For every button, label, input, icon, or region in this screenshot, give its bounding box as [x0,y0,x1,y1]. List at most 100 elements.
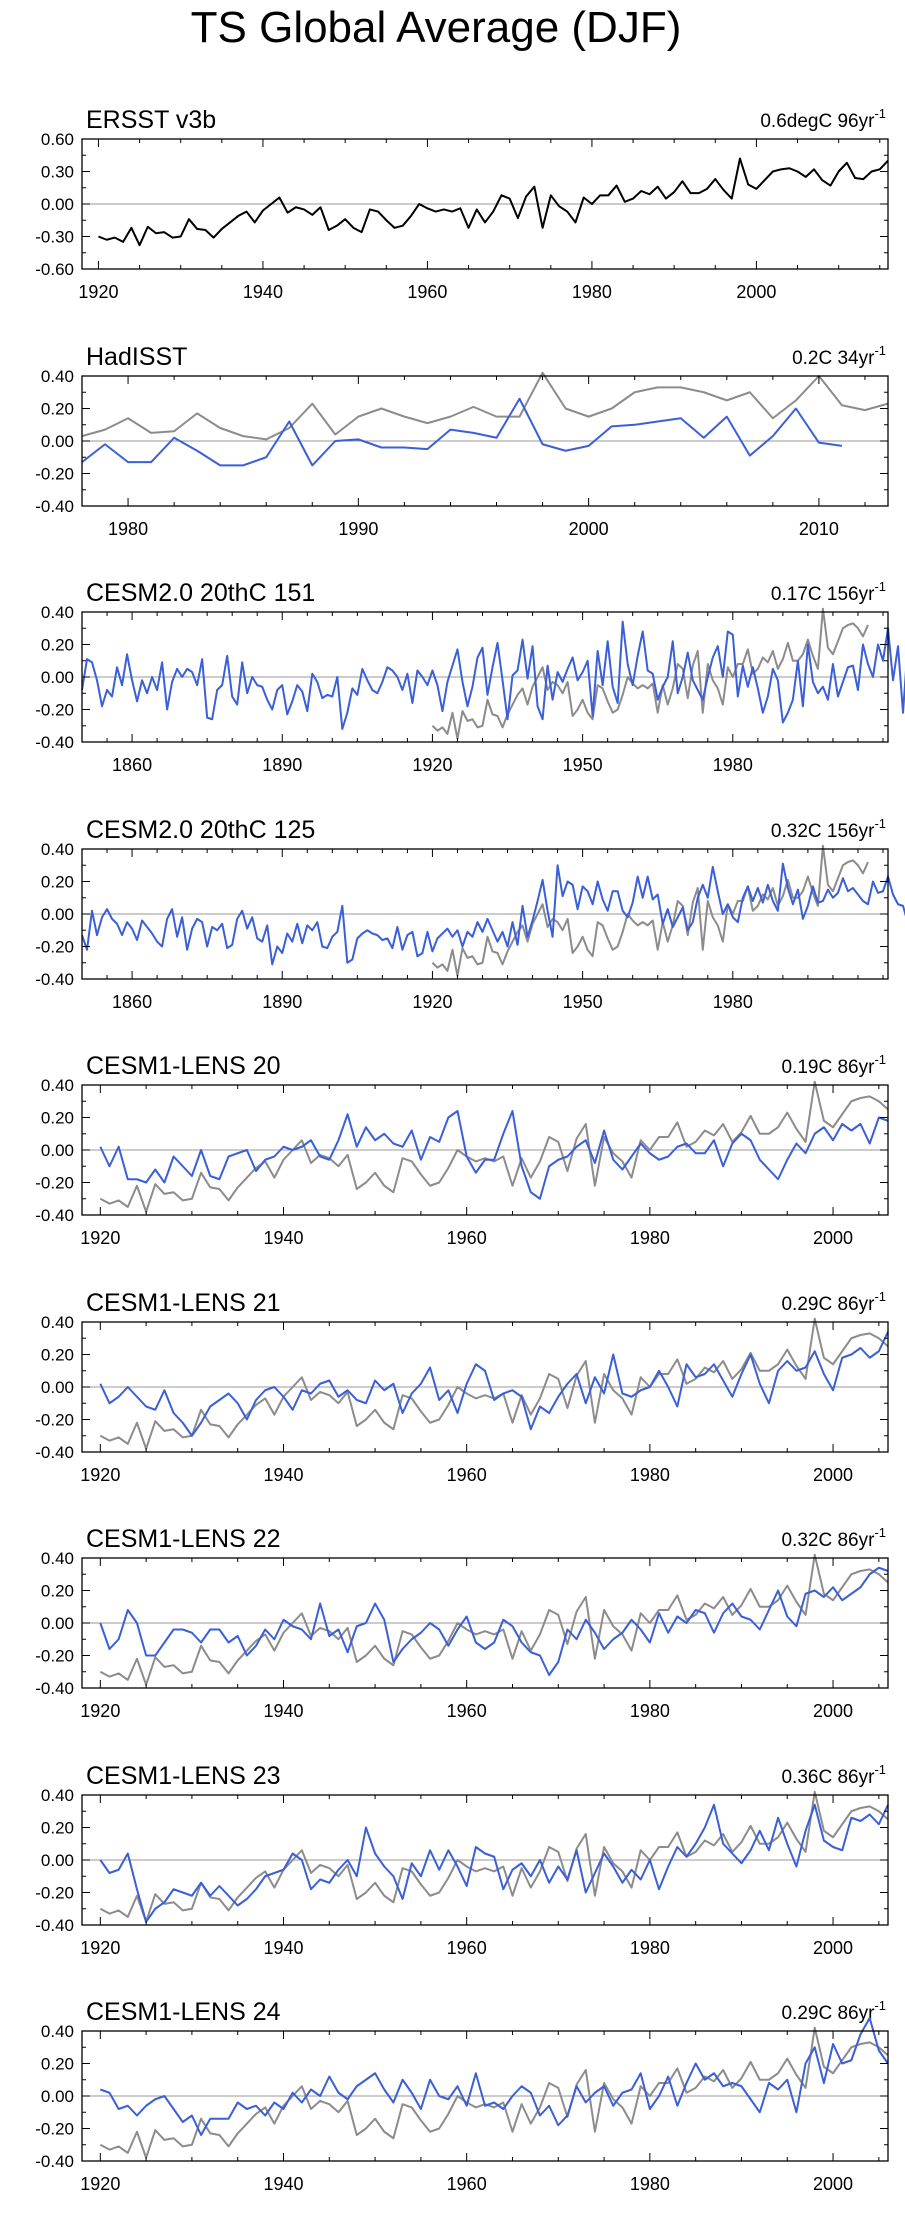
x-tick-label: 1920 [80,1465,120,1485]
series-line-reference [99,2026,889,2159]
page-title: TS Global Average (DJF) [191,3,682,52]
trend-value: 0.36C 86yr [781,1767,875,1788]
trend-exponent: -1 [874,1762,886,1777]
panel-5: CESM1-LENS 20 0.19C 86yr-1 0.40 0.20 0.00 -0.… [35,1052,889,1248]
panel-9: CESM1-LENS 24 0.29C 86yr-1 0.40 0.20 0.00 -0.… [35,1998,889,2194]
x-tick-label: 1920 [412,992,452,1012]
trend-exponent: -1 [874,106,886,121]
y-tick-label: -0.40 [35,497,74,516]
y-tick-label: -0.60 [35,260,74,279]
series-line-model [99,1566,889,1676]
y-tick-label: -0.40 [35,1206,74,1225]
x-tick-label: 1940 [263,1701,303,1721]
y-tick-label: 0.00 [41,1614,74,1633]
series-line-reference [99,1080,889,1213]
y-tick-label: 0.20 [41,2055,74,2074]
trend-exponent: -1 [874,816,886,831]
panel-2: HadISST 0.2C 34yr-1 0.40 0.20 0.00 -0.20 -0.40… [35,343,889,539]
y-tick-label: -0.20 [35,465,74,484]
panel-6: CESM1-LENS 21 0.29C 86yr-1 0.40 0.20 0.00 -0.… [35,1289,889,1485]
series-line-reference [99,1317,889,1450]
x-tick-label: 1960 [407,282,447,302]
x-tick-label: 1940 [243,282,283,302]
y-tick-label: -0.40 [35,1916,74,1935]
x-tick-label: 1980 [630,1938,670,1958]
trend-value: 0.2C 34yr [792,348,875,369]
series-line-model [81,620,905,730]
trend-exponent: -1 [874,1289,886,1304]
x-tick-label: 2000 [736,282,776,302]
panel-4: CESM2.0 20thC 125 0.32C 156yr-1 0.40 0.20 0.… [35,816,905,1012]
y-tick-label: 0.20 [41,400,74,419]
x-tick-label: 1960 [447,1465,487,1485]
panel-label: ERSST v3b [86,106,216,134]
x-tick-label: 1980 [713,992,753,1012]
panel-3: CESM2.0 20thC 151 0.17C 156yr-1 0.40 0.20 0.… [35,579,905,775]
series-line-reference [81,371,889,441]
y-tick-label: 0.00 [41,668,74,687]
trend-annotation: 0.6degC 96yr-1 [760,106,886,132]
y-tick-label: -0.20 [35,2120,74,2139]
x-tick-label: 2000 [569,519,609,539]
x-tick-label: 1950 [563,992,603,1012]
y-tick-label: -0.40 [35,2152,74,2171]
x-tick-label: 1920 [80,1228,120,1248]
series-line-reference [99,1553,889,1686]
x-tick-label: 1960 [447,1938,487,1958]
panels: ERSST v3b 0.6degC 96yr-10.600.300.00-0.30… [35,106,905,2194]
series-line-model [99,2017,889,2136]
y-tick-label: 0.40 [41,1313,74,1332]
trend-annotation: 0.32C 86yr-1 [781,1525,886,1551]
trend-value: 0.19C 86yr [781,1057,875,1078]
x-tick-label: 1990 [338,519,378,539]
x-tick-label: 1920 [80,1938,120,1958]
x-tick-label: 1950 [563,755,603,775]
x-tick-label: 1940 [263,1228,303,1248]
x-tick-label: 1980 [630,1228,670,1248]
panel-label: CESM2.0 20thC 125 [86,816,315,844]
y-tick-label: 0.20 [41,1346,74,1365]
trend-exponent: -1 [874,1525,886,1540]
panel-label: CESM1-LENS 22 [86,1525,281,1553]
x-tick-label: 1960 [447,2174,487,2194]
trend-annotation: 0.2C 34yr-1 [792,343,886,369]
x-tick-label: 1940 [263,1938,303,1958]
y-tick-label: 0.40 [41,1786,74,1805]
x-tick-label: 1980 [108,519,148,539]
x-tick-label: 2000 [813,2174,853,2194]
y-tick-label: -0.40 [35,733,74,752]
series-line-obs [98,157,889,247]
x-tick-label: 1940 [263,1465,303,1485]
panel-label: CESM1-LENS 24 [86,1998,281,2026]
trend-value: 0.29C 86yr [781,1294,875,1315]
y-tick-label: 0.40 [41,840,74,859]
x-tick-label: 1920 [80,2174,120,2194]
x-tick-label: 2010 [799,519,839,539]
y-tick-label: 0.20 [41,1109,74,1128]
series-line-model [99,1803,889,1923]
trend-exponent: -1 [874,1998,886,2013]
y-tick-label: -0.20 [35,1884,74,1903]
series-line-model [99,1331,889,1437]
panel-label: CESM1-LENS 20 [86,1052,281,1080]
x-tick-label: 1890 [262,755,302,775]
panel-1: ERSST v3b 0.6degC 96yr-1 0.60 0.30 0.00 -0.30… [35,106,889,302]
panel-label: CESM2.0 20thC 151 [86,579,315,607]
trend-value: 0.6degC 96yr [760,111,875,132]
trend-exponent: -1 [874,343,886,358]
trend-exponent: -1 [874,579,886,594]
y-tick-label: 0.00 [41,2087,74,2106]
x-tick-label: 1920 [412,755,452,775]
trend-value: 0.29C 86yr [781,2003,875,2024]
x-tick-label: 1860 [112,755,152,775]
y-tick-label: -0.40 [35,970,74,989]
panel-label: CESM1-LENS 21 [86,1289,281,1317]
x-tick-label: 2000 [813,1465,853,1485]
y-tick-label: 0.40 [41,1549,74,1568]
y-tick-label: -0.40 [35,1443,74,1462]
series-line-model [99,1110,889,1200]
panel-8: CESM1-LENS 23 0.36C 86yr-1 0.40 0.20 0.00 -0.… [35,1762,889,1958]
trend-annotation: 0.32C 156yr-1 [771,816,886,842]
y-tick-label: 0.20 [41,873,74,892]
series-line-model [81,862,905,966]
